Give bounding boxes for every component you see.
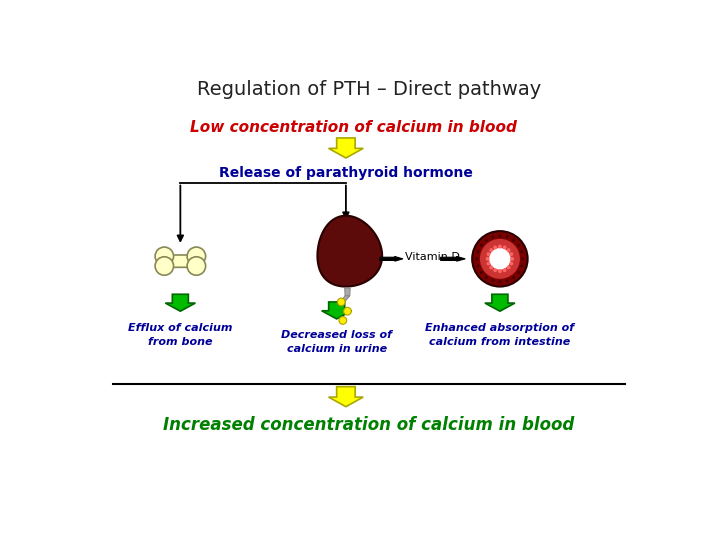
Circle shape bbox=[480, 244, 482, 247]
Polygon shape bbox=[379, 256, 403, 261]
Circle shape bbox=[475, 257, 478, 260]
Circle shape bbox=[521, 257, 525, 260]
Circle shape bbox=[487, 252, 490, 256]
Circle shape bbox=[510, 257, 514, 261]
Circle shape bbox=[490, 266, 493, 269]
Polygon shape bbox=[335, 303, 343, 308]
Text: Vitamin D: Vitamin D bbox=[405, 252, 460, 262]
Circle shape bbox=[490, 248, 493, 252]
Circle shape bbox=[509, 261, 513, 266]
Text: Efflux of calcium
from bone: Efflux of calcium from bone bbox=[128, 323, 233, 347]
Circle shape bbox=[155, 256, 174, 275]
Polygon shape bbox=[441, 256, 465, 261]
Text: Release of parathyroid hormone: Release of parathyroid hormone bbox=[219, 166, 473, 180]
Polygon shape bbox=[485, 294, 515, 311]
Circle shape bbox=[493, 246, 497, 249]
Circle shape bbox=[491, 279, 495, 282]
Text: Low concentration of calcium in blood: Low concentration of calcium in blood bbox=[190, 120, 517, 136]
Polygon shape bbox=[328, 387, 363, 407]
Circle shape bbox=[521, 265, 523, 267]
Circle shape bbox=[512, 239, 515, 242]
Polygon shape bbox=[339, 296, 350, 303]
Circle shape bbox=[472, 231, 528, 287]
Text: Increased concentration of calcium in blood: Increased concentration of calcium in bl… bbox=[163, 416, 575, 434]
Circle shape bbox=[498, 234, 501, 237]
Circle shape bbox=[477, 265, 480, 267]
Circle shape bbox=[521, 250, 523, 253]
Circle shape bbox=[498, 245, 502, 248]
Circle shape bbox=[509, 252, 513, 256]
Circle shape bbox=[491, 235, 495, 239]
Circle shape bbox=[343, 307, 351, 315]
Text: Enhanced absorption of
calcium from intestine: Enhanced absorption of calcium from inte… bbox=[426, 323, 575, 347]
Circle shape bbox=[507, 248, 510, 252]
Circle shape bbox=[485, 276, 488, 279]
Circle shape bbox=[498, 280, 501, 284]
Circle shape bbox=[505, 235, 508, 239]
Polygon shape bbox=[328, 138, 363, 158]
Circle shape bbox=[487, 261, 490, 266]
Circle shape bbox=[512, 276, 515, 279]
Circle shape bbox=[480, 239, 520, 279]
FancyBboxPatch shape bbox=[162, 255, 199, 267]
Circle shape bbox=[480, 271, 482, 274]
Circle shape bbox=[507, 266, 510, 269]
Circle shape bbox=[503, 268, 507, 272]
Circle shape bbox=[517, 244, 520, 247]
Circle shape bbox=[485, 239, 488, 242]
Circle shape bbox=[498, 269, 502, 273]
Polygon shape bbox=[345, 288, 350, 296]
Circle shape bbox=[505, 279, 508, 282]
Text: Regulation of PTH – Direct pathway: Regulation of PTH – Direct pathway bbox=[197, 80, 541, 99]
Circle shape bbox=[486, 257, 490, 261]
Circle shape bbox=[338, 298, 345, 306]
Circle shape bbox=[187, 256, 206, 275]
Text: Decreased loss of
calcium in urine: Decreased loss of calcium in urine bbox=[282, 330, 392, 354]
Circle shape bbox=[493, 268, 497, 272]
Polygon shape bbox=[166, 294, 195, 311]
Circle shape bbox=[339, 316, 346, 325]
Polygon shape bbox=[322, 302, 351, 319]
Polygon shape bbox=[318, 215, 382, 287]
Circle shape bbox=[477, 250, 480, 253]
Circle shape bbox=[517, 271, 520, 274]
Circle shape bbox=[489, 248, 510, 269]
Circle shape bbox=[503, 246, 507, 249]
Circle shape bbox=[187, 247, 206, 266]
Circle shape bbox=[155, 247, 174, 266]
